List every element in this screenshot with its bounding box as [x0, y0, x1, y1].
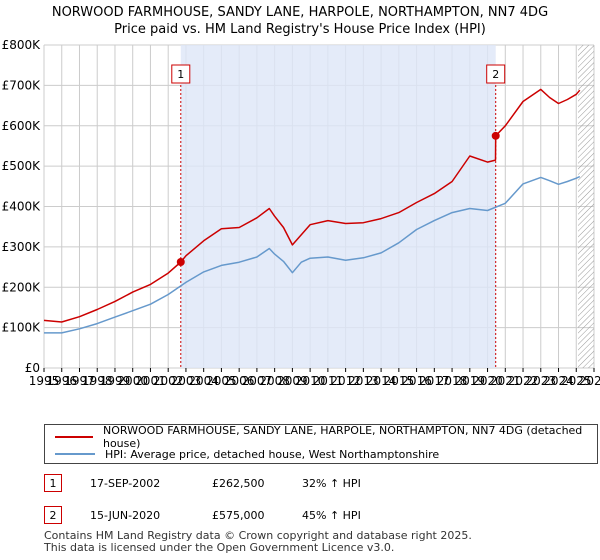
x-tick-label: 2023 — [526, 374, 557, 388]
sale-hpi-change: 45% ↑ HPI — [302, 509, 361, 522]
x-tick-label: 2016 — [401, 374, 432, 388]
x-tick-label: 2022 — [508, 374, 539, 388]
legend-item-hpi: HPI: Average price, detached house, West… — [45, 446, 439, 462]
x-tick-label: 2005 — [206, 374, 237, 388]
y-tick-label: £200K — [2, 280, 42, 294]
series-line-property — [43, 88, 581, 323]
x-tick-label: 2013 — [348, 374, 379, 388]
y-tick-label: £800K — [2, 38, 42, 52]
x-tick-label: 2014 — [366, 374, 397, 388]
sale-date: 17-SEP-2002 — [90, 477, 161, 490]
chart-title: NORWOOD FARMHOUSE, SANDY LANE, HARPOLE, … — [52, 5, 548, 20]
x-tick-label: 2001 — [135, 374, 166, 388]
sale-row-2: 2 15-JUN-2020 £575,000 45% ↑ HPI — [44, 506, 600, 526]
y-tick-label: £700K — [2, 78, 42, 92]
x-tick-label: 2012 — [330, 374, 361, 388]
sale-date: 15-JUN-2020 — [90, 509, 161, 522]
x-tick-label: 2020 — [472, 374, 503, 388]
footer-line-2: This data is licensed under the Open Gov… — [44, 541, 395, 554]
x-tick-label: 2026 — [579, 374, 600, 388]
legend-label-hpi: HPI: Average price, detached house, West… — [105, 447, 440, 461]
sale-hpi-change: 32% ↑ HPI — [302, 477, 361, 490]
price-chart: NORWOOD FARMHOUSE, SANDY LANE, HARPOLE, … — [2, 5, 600, 388]
sale-label: 1 — [177, 68, 184, 81]
x-tick-label: 2008 — [259, 374, 290, 388]
x-tick-label: 2024 — [543, 374, 574, 388]
x-tick-label: 2018 — [437, 374, 468, 388]
x-tick-label: 2002 — [153, 374, 184, 388]
legend-item-property: NORWOOD FARMHOUSE, SANDY LANE, HARPOLE, … — [45, 424, 597, 450]
x-tick-label: 1999 — [100, 374, 131, 388]
x-tick-label: 1996 — [46, 374, 77, 388]
sale-number-badge: 1 — [44, 474, 62, 492]
footer-line-1: Contains HM Land Registry data © Crown c… — [44, 529, 472, 542]
y-tick-label: £300K — [2, 240, 42, 254]
x-tick-label: 2006 — [224, 374, 255, 388]
x-tick-label: 2017 — [419, 374, 450, 388]
legend-swatch-property — [55, 436, 93, 438]
sale-label-box — [171, 64, 191, 84]
x-tick-label: 2025 — [561, 374, 592, 388]
sale-point — [491, 131, 500, 140]
sale-label: 2 — [492, 68, 499, 81]
x-tick-label: 2019 — [455, 374, 486, 388]
legend-label-property: NORWOOD FARMHOUSE, SANDY LANE, HARPOLE, … — [102, 424, 583, 450]
x-tick-label: 1997 — [64, 374, 95, 388]
chart-legend: NORWOOD FARMHOUSE, SANDY LANE, HARPOLE, … — [44, 424, 598, 464]
y-tick-label: £500K — [2, 159, 42, 173]
forecast-hatch — [578, 45, 594, 368]
series-line-hpi — [44, 175, 581, 334]
x-tick-label: 1998 — [82, 374, 113, 388]
y-tick-label: £100K — [2, 321, 42, 335]
x-tick-label: 2007 — [242, 374, 273, 388]
chart-subtitle: Price paid vs. HM Land Registry's House … — [114, 22, 486, 37]
sale-number-badge: 2 — [44, 506, 62, 524]
sale-point — [176, 258, 185, 267]
ownership-shade — [180, 45, 496, 368]
y-tick-label: £600K — [2, 119, 42, 133]
sale-label-box — [486, 64, 506, 84]
x-tick-label: 2021 — [490, 374, 521, 388]
x-tick-label: 2004 — [188, 374, 219, 388]
x-tick-label: 2009 — [277, 374, 308, 388]
sale-price: £575,000 — [212, 509, 265, 522]
sale-row-1: 1 17-SEP-2002 £262,500 32% ↑ HPI — [44, 474, 600, 494]
x-tick-label: 2000 — [117, 374, 148, 388]
x-tick-label: 2015 — [384, 374, 415, 388]
x-tick-label: 2011 — [313, 374, 344, 388]
x-tick-label: 1995 — [29, 374, 60, 388]
x-tick-label: 2003 — [171, 374, 202, 388]
y-tick-label: £0 — [25, 361, 40, 375]
footer-attribution: Contains HM Land Registry data © Crown c… — [44, 530, 472, 554]
sale-price: £262,500 — [212, 477, 265, 490]
y-tick-label: £400K — [2, 200, 42, 214]
legend-swatch-hpi — [55, 453, 95, 455]
x-tick-label: 2010 — [295, 374, 326, 388]
